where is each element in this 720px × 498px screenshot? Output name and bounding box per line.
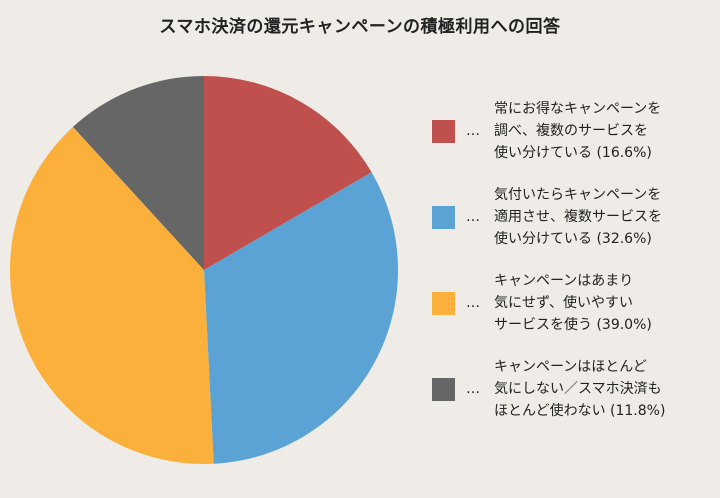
pie-slice-2 (204, 172, 398, 464)
pie-slice-4 (72, 76, 205, 270)
legend-label-4: キャンペーンはほとんど 気にしない／スマホ決済も ほとんど使わない (11.8%) (494, 356, 665, 422)
legend-item-4: … キャンペーンはほとんど 気にしない／スマホ決済も ほとんど使わない (11.8%) (432, 356, 712, 442)
legend: … 常にお得なキャンペーンを 調べ、複数のサービスを 使い分けている (16.6%)…… (432, 98, 712, 442)
legend-swatch-1 (432, 120, 455, 143)
legend-label-line: 常にお得なキャンペーンを (494, 101, 662, 117)
legend-swatch-4 (432, 378, 455, 401)
legend-label-line: 気にせず、使いやすい (494, 295, 634, 311)
legend-label-1: 常にお得なキャンペーンを 調べ、複数のサービスを 使い分けている (16.6%) (494, 98, 661, 164)
legend-swatch-2 (432, 206, 455, 229)
legend-item-3: … キャンペーンはあまり 気にせず、使いやすいサービスを使う (39.0%) (432, 270, 712, 356)
legend-label-line: 適用させ、複数サービスを (494, 209, 662, 225)
legend-marker: … (466, 123, 480, 139)
legend-label-line: 使い分けている (16.6%) (494, 145, 652, 161)
legend-label-line: 使い分けている (32.6%) (494, 231, 652, 247)
legend-marker: … (466, 209, 480, 225)
legend-swatch-3 (432, 292, 455, 315)
legend-marker: … (466, 295, 480, 311)
pie-slice-3 (10, 126, 214, 464)
legend-label-2: 気付いたらキャンペーンを 適用させ、複数サービスを 使い分けている (32.6%) (494, 184, 662, 250)
legend-label-3: キャンペーンはあまり 気にせず、使いやすいサービスを使う (39.0%) (494, 270, 652, 336)
legend-label-line: 気にしない／スマホ決済も (494, 381, 662, 397)
pie-slice-1 (204, 76, 372, 270)
chart-title: スマホ決済の還元キャンペーンの積極利用への回答 (159, 17, 561, 37)
legend-marker: … (466, 381, 480, 397)
legend-label-line: サービスを使う (39.0%) (494, 317, 652, 333)
legend-item-2: … 気付いたらキャンペーンを 適用させ、複数サービスを 使い分けている (32.6%) (432, 184, 712, 270)
legend-label-line: キャンペーンはあまり (494, 273, 634, 289)
legend-item-1: … 常にお得なキャンペーンを 調べ、複数のサービスを 使い分けている (16.6%) (432, 98, 712, 184)
legend-label-line: ほとんど使わない (11.8%) (494, 403, 666, 419)
legend-label-line: 調べ、複数のサービスを (494, 123, 648, 139)
legend-label-line: キャンペーンはほとんど (494, 359, 647, 375)
legend-label-line: 気付いたらキャンペーンを (494, 187, 662, 203)
